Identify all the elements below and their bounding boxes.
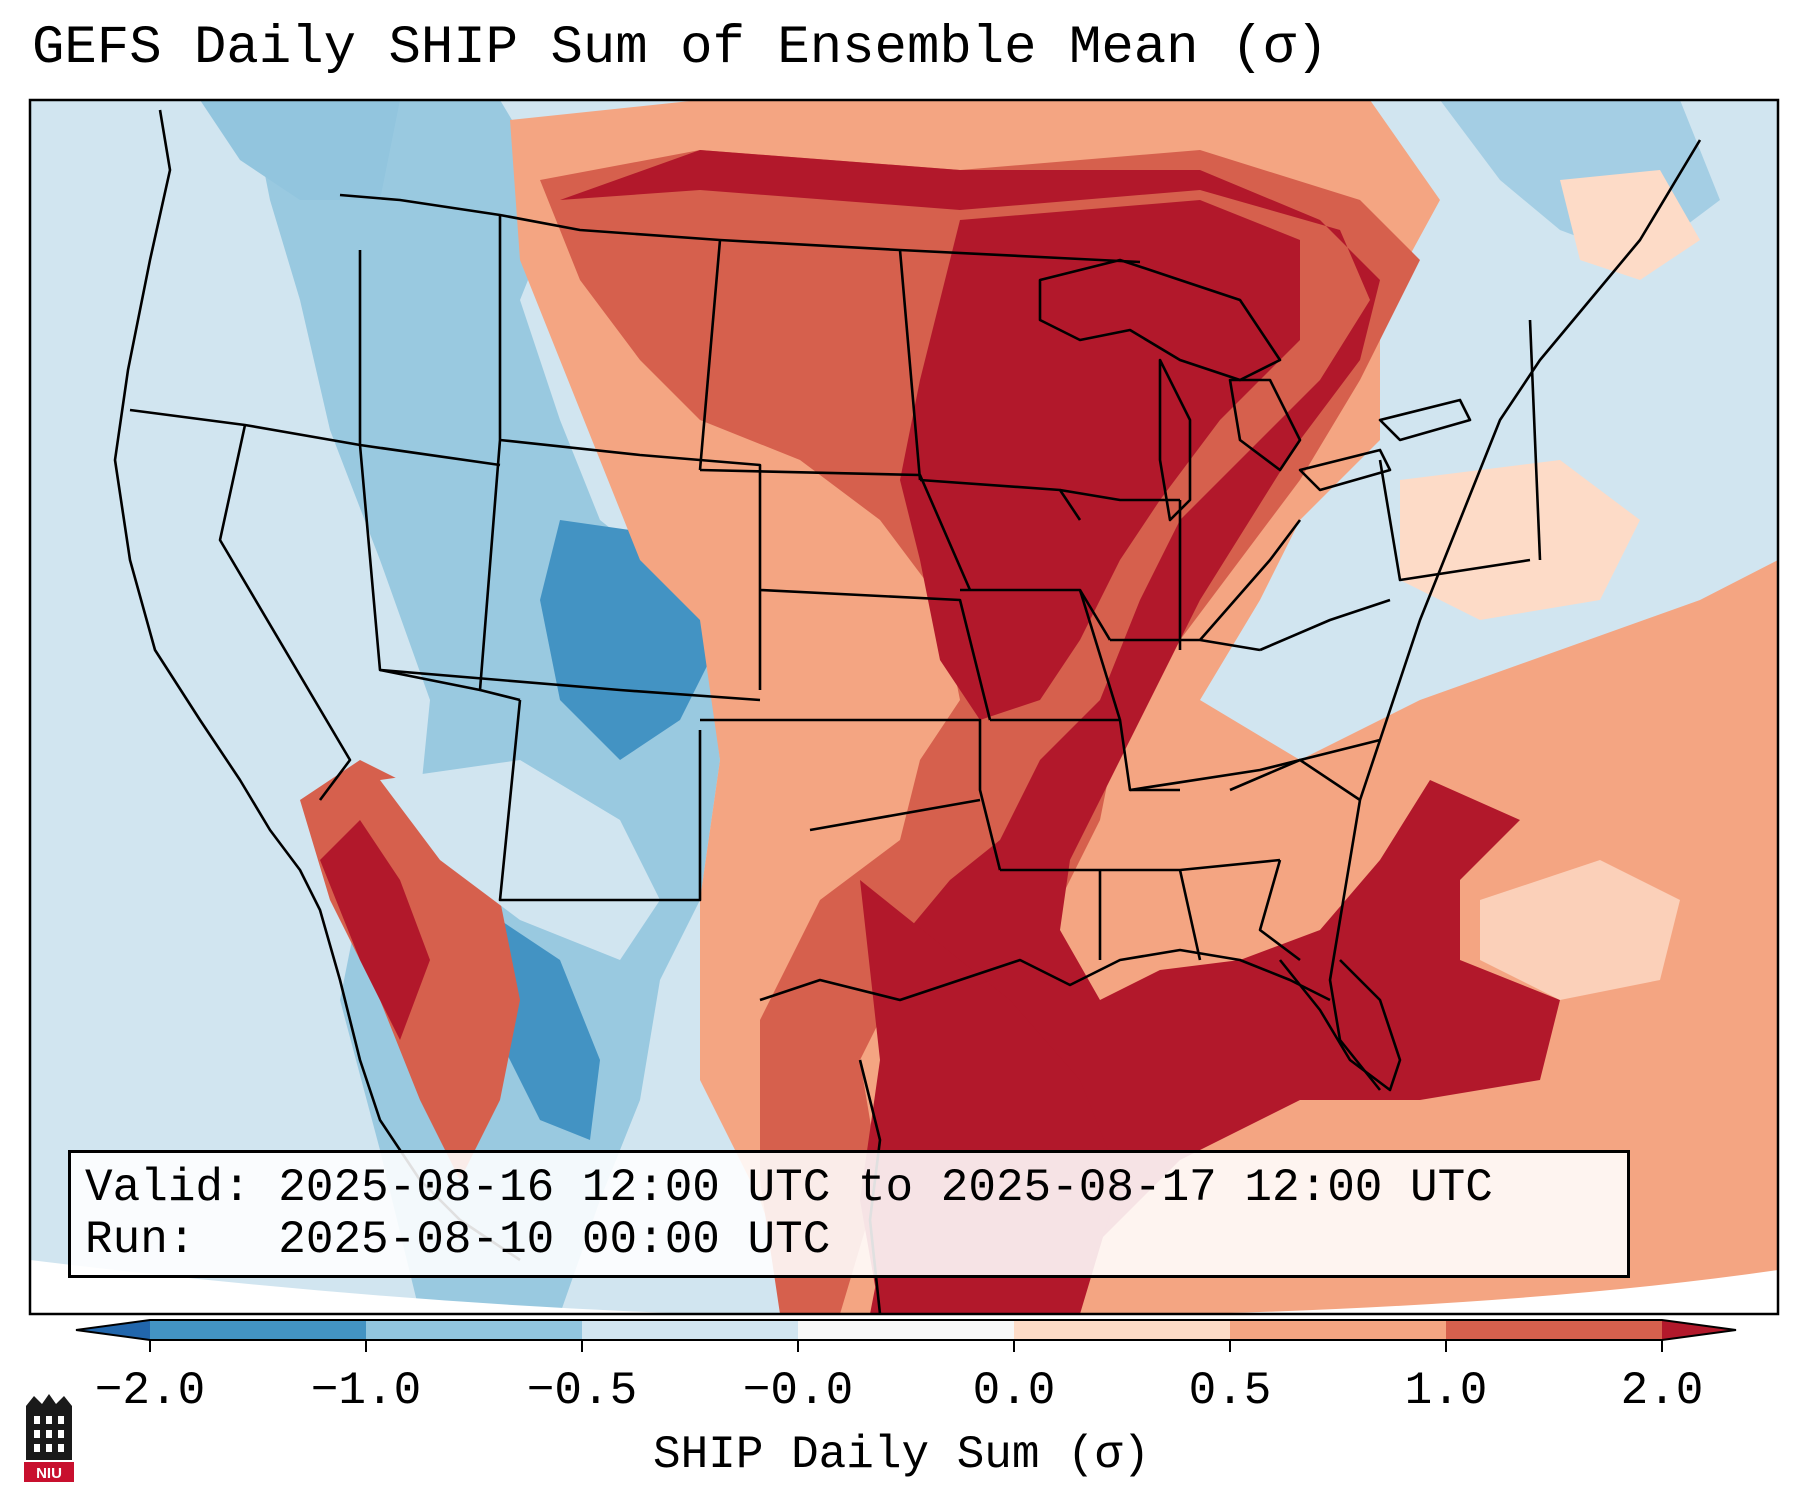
colorbar-tick-label: −1.0 [310,1365,422,1417]
colorbar-bin [1446,1320,1662,1340]
colorbar-bin [798,1320,1014,1340]
colorbar-tick-label: −2.0 [94,1365,206,1417]
valid-time-text: Valid: 2025-08-16 12:00 UTC to 2025-08-1… [85,1162,1493,1214]
colorbar-tick-label: 1.0 [1404,1365,1488,1417]
colorbar [75,1319,1737,1352]
chart-title: GEFS Daily SHIP Sum of Ensemble Mean (σ) [32,18,1329,79]
run-time-text: Run: 2025-08-10 00:00 UTC [85,1214,831,1266]
colorbar-bin [150,1320,366,1340]
map-frame [28,98,1780,1316]
valid-run-box: Valid: 2025-08-16 12:00 UTC to 2025-08-1… [68,1150,1630,1278]
colorbar-tick-label: −0.0 [742,1365,854,1417]
colorbar-bin [366,1320,582,1340]
colorbar-tick-label: 0.0 [972,1365,1056,1417]
colorbar-label: SHIP Daily Sum (σ) [653,1429,1150,1481]
colorbar-bin [1014,1320,1230,1340]
colorbar-tick-label: −0.5 [526,1365,638,1417]
colorbar-bin [1230,1320,1446,1340]
colorbar-bin-highest [1662,1320,1736,1340]
colorbar-bin-lowest [76,1320,150,1340]
niu-logo: NIU [24,1394,74,1482]
colorbar-bin [582,1320,798,1340]
map-boundaries [113,109,1702,1314]
logo-text: NIU [36,1465,62,1482]
colorbar-tick-label: 2.0 [1620,1365,1704,1417]
colorbar-tick-label: 0.5 [1188,1365,1272,1417]
